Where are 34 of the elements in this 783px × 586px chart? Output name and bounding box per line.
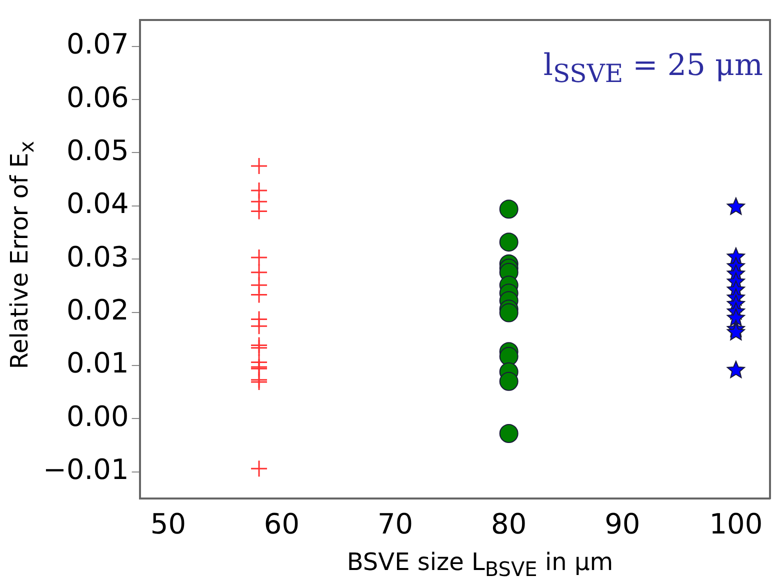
y-tick-label: 0.04: [66, 187, 129, 220]
annotation: l$_{SSVE}$ = 25 μm: [543, 48, 763, 88]
y-tick-label: −0.01: [42, 453, 129, 486]
y-tick-label: 0.06: [66, 80, 129, 114]
point: [499, 424, 518, 444]
x-tick-label: 100: [709, 507, 763, 540]
y-tick-label: 0.01: [66, 346, 129, 380]
x-axis-title: BSVE size L$_{BSVE}$ in μm: [346, 548, 614, 581]
point: [499, 346, 518, 366]
y-tick-label: 0.03: [66, 240, 129, 274]
point: [726, 360, 745, 378]
point: [499, 372, 518, 391]
y-tick-label: 0.07: [66, 28, 129, 61]
point: [250, 460, 268, 478]
x-tick-label: 90: [604, 507, 640, 540]
point: [499, 303, 518, 322]
point: [250, 317, 268, 335]
x-tick-label: 50: [150, 507, 186, 540]
point: [499, 232, 518, 252]
point: [250, 202, 268, 220]
point: [499, 200, 518, 219]
point: [250, 339, 268, 357]
point: [250, 286, 268, 304]
x-tick-label: 60: [264, 507, 300, 540]
point: [726, 308, 745, 326]
x-tick-label: 70: [377, 507, 414, 540]
y-tick-label: 0.05: [66, 134, 129, 168]
y-tick-label: 0.00: [66, 400, 129, 433]
point: [250, 157, 268, 175]
y-tick-label: 0.02: [66, 294, 129, 327]
point: [726, 197, 745, 215]
x-tick-label: 80: [491, 507, 527, 540]
point: [726, 322, 745, 340]
point: [250, 248, 268, 266]
